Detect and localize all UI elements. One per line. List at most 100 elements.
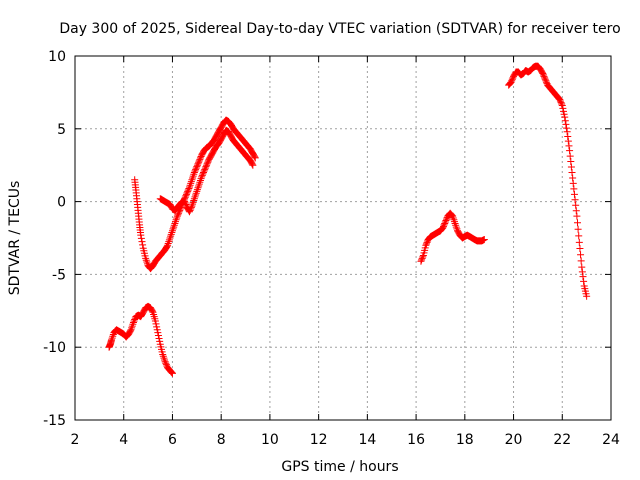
x-tick-label: 14	[358, 432, 376, 448]
data-point	[200, 167, 208, 175]
data-point	[580, 277, 588, 285]
data-point	[419, 253, 427, 261]
data-point	[173, 214, 181, 222]
data-point	[128, 322, 136, 330]
data-point	[168, 369, 176, 377]
y-tick-label: 0	[57, 195, 66, 211]
data-point	[574, 225, 582, 233]
data-point	[143, 258, 151, 266]
data-point	[195, 180, 203, 188]
data-point	[450, 216, 458, 224]
data-point	[251, 153, 259, 161]
x-tick-label: 18	[456, 432, 474, 448]
data-point	[442, 217, 450, 225]
data-point	[561, 113, 569, 121]
data-point	[563, 128, 571, 136]
data-point	[192, 164, 200, 172]
data-point	[539, 71, 547, 79]
data-point	[203, 161, 211, 169]
data-point	[440, 222, 447, 230]
data-point	[251, 154, 259, 162]
data-point	[193, 187, 201, 195]
data-point	[164, 239, 172, 247]
data-point	[155, 334, 163, 342]
data-point	[559, 107, 567, 115]
data-point	[571, 196, 579, 204]
data-point	[192, 166, 200, 174]
data-point	[452, 223, 460, 231]
data-point	[204, 158, 212, 166]
y-tick-label: -10	[43, 340, 66, 356]
data-point	[574, 219, 581, 227]
series-arc-5	[505, 62, 591, 300]
series-arc-4	[417, 209, 488, 265]
data-point	[152, 320, 160, 328]
data-point	[542, 78, 550, 86]
data-point	[174, 211, 182, 219]
data-point	[572, 201, 580, 209]
data-point	[185, 184, 193, 192]
data-point	[126, 327, 134, 335]
x-tick-label: 16	[407, 432, 425, 448]
data-point	[193, 163, 201, 171]
data-point	[194, 160, 202, 168]
data-point	[130, 317, 138, 325]
chart-title: Day 300 of 2025, Sidereal Day-to-day VTE…	[59, 21, 620, 37]
data-point	[508, 75, 516, 83]
data-point	[452, 221, 460, 229]
data-point	[183, 189, 191, 197]
data-point	[181, 199, 189, 207]
y-tick-label: -15	[43, 413, 66, 429]
data-point	[506, 80, 514, 88]
data-point	[556, 97, 564, 105]
data-point	[568, 168, 576, 176]
data-points	[105, 62, 591, 377]
data-point	[192, 191, 200, 199]
data-point	[168, 369, 176, 377]
data-point	[566, 152, 574, 160]
data-point	[567, 163, 575, 171]
data-point	[248, 160, 256, 168]
data-point	[567, 158, 575, 166]
data-point	[209, 137, 217, 145]
data-point	[128, 324, 136, 332]
data-point	[162, 359, 170, 367]
data-point	[187, 178, 195, 186]
data-point	[569, 174, 577, 182]
data-point	[167, 230, 175, 238]
data-point	[201, 166, 209, 174]
series-arc-3	[156, 126, 257, 216]
data-point	[189, 174, 197, 182]
data-point	[542, 77, 550, 85]
data-point	[148, 307, 156, 315]
data-point	[153, 326, 161, 334]
data-point	[187, 205, 195, 213]
data-point	[195, 157, 203, 165]
data-point	[190, 195, 198, 203]
data-point	[194, 184, 202, 192]
y-tick-label: 5	[57, 122, 66, 138]
data-point	[561, 117, 569, 125]
data-point	[189, 198, 197, 206]
data-point	[190, 170, 198, 178]
data-point	[182, 192, 190, 200]
data-point	[447, 211, 455, 219]
data-point	[536, 64, 544, 72]
data-point	[187, 179, 195, 187]
x-tick-label: 20	[505, 432, 523, 448]
data-point	[203, 160, 211, 168]
data-point	[246, 144, 254, 152]
data-point	[575, 232, 583, 240]
data-point	[164, 241, 172, 249]
data-point	[191, 167, 199, 175]
data-point	[197, 175, 205, 183]
x-tick-label: 6	[168, 432, 177, 448]
data-point	[507, 78, 515, 86]
data-point	[576, 245, 584, 253]
data-point	[565, 142, 573, 150]
data-point	[558, 100, 566, 108]
data-point	[163, 242, 171, 250]
data-point	[151, 317, 159, 325]
data-point	[570, 190, 578, 198]
